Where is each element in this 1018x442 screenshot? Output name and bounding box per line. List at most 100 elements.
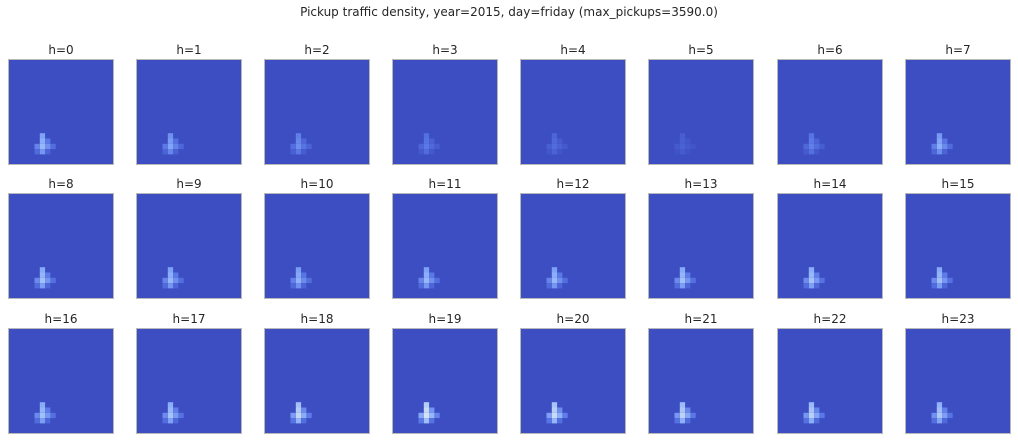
- panel-title: h=23: [941, 312, 975, 326]
- heatmap-cell: [39, 149, 46, 155]
- heatmap-cell: [290, 143, 296, 150]
- heatmap-cell: [931, 277, 937, 284]
- panel-frame: [264, 59, 370, 165]
- heatmap-cell: [557, 138, 563, 144]
- heatmap-cell: [551, 272, 558, 278]
- heatmap-cell: [45, 418, 51, 424]
- panel-title: h=11: [428, 177, 462, 191]
- heatmap-background: [136, 193, 242, 299]
- heatmap-cell: [679, 133, 686, 139]
- heatmap-cell: [546, 149, 552, 155]
- heatmap-cell: [814, 418, 820, 424]
- heatmap-cell: [942, 138, 948, 144]
- heatmap-background: [136, 59, 242, 165]
- heatmap-cell: [814, 277, 820, 284]
- heatmap-background: [520, 59, 626, 165]
- heatmap-cell: [301, 283, 307, 289]
- heatmap-cell: [819, 277, 825, 284]
- heatmap-cell: [674, 277, 680, 284]
- heatmap-cell: [39, 272, 46, 278]
- heatmap-cell: [819, 143, 825, 150]
- heatmap-cell: [803, 149, 809, 155]
- heatmap-cell: [674, 149, 680, 155]
- heatmap-cell: [936, 267, 943, 273]
- heatmap-cell: [690, 277, 696, 284]
- panel-title: h=1: [176, 43, 202, 57]
- heatmap-cell: [301, 418, 307, 424]
- heatmap-cell: [546, 283, 552, 289]
- heatmap-cell: [685, 283, 691, 289]
- heatmap-cell: [434, 277, 440, 284]
- heatmap-panel: h=10: [264, 177, 370, 299]
- heatmap-cell: [679, 402, 686, 408]
- heatmap-cell: [690, 412, 696, 419]
- heatmap-cell: [931, 418, 937, 424]
- heatmap-cell: [173, 407, 179, 413]
- heatmap-cell: [167, 412, 174, 419]
- heatmap-plot: [648, 59, 754, 165]
- heatmap-cell: [551, 407, 558, 413]
- heatmap-cell: [942, 407, 948, 413]
- heatmap-cell: [808, 138, 815, 144]
- heatmap-cell: [674, 418, 680, 424]
- heatmap-cell: [936, 277, 943, 284]
- heatmap-background: [264, 193, 370, 299]
- heatmap-plot: [777, 193, 883, 299]
- heatmap-cell: [290, 149, 296, 155]
- heatmap-cell: [942, 143, 948, 150]
- heatmap-plot: [8, 328, 114, 434]
- heatmap-panel: h=15: [905, 177, 1011, 299]
- panel-frame: [392, 328, 498, 434]
- panel-frame: [264, 193, 370, 299]
- heatmap-plot: [648, 328, 754, 434]
- heatmap-cell: [546, 412, 552, 419]
- heatmap-plot: [136, 328, 242, 434]
- heatmap-cell: [167, 283, 174, 289]
- heatmap-cell: [162, 418, 168, 424]
- heatmap-cell: [557, 412, 563, 419]
- heatmap-cell: [803, 277, 809, 284]
- heatmap-cell: [423, 267, 430, 273]
- heatmap-cell: [557, 277, 563, 284]
- heatmap-cell: [685, 138, 691, 144]
- heatmap-cell: [295, 143, 302, 150]
- heatmap-cell: [295, 149, 302, 155]
- heatmap-cell: [808, 277, 815, 284]
- heatmap-cell: [931, 412, 937, 419]
- heatmap-cell: [557, 283, 563, 289]
- heatmap-cell: [803, 143, 809, 150]
- heatmap-cell: [162, 149, 168, 155]
- heatmap-panel: h=2: [264, 43, 370, 165]
- heatmap-cell: [173, 272, 179, 278]
- panel-title: h=5: [688, 43, 714, 57]
- heatmap-cell: [557, 407, 563, 413]
- heatmap-cell: [931, 283, 937, 289]
- heatmap-cell: [39, 267, 46, 273]
- heatmap-cell: [562, 412, 568, 419]
- heatmap-cell: [808, 283, 815, 289]
- heatmap-cell: [562, 143, 568, 150]
- heatmap-cell: [295, 402, 302, 408]
- heatmap-plot: [520, 59, 626, 165]
- heatmap-cell: [551, 402, 558, 408]
- heatmap-panel: h=12: [520, 177, 626, 299]
- heatmap-cell: [295, 272, 302, 278]
- heatmap-cell: [808, 267, 815, 273]
- heatmap-cell: [423, 402, 430, 408]
- heatmap-cell: [290, 277, 296, 284]
- heatmap-cell: [936, 272, 943, 278]
- heatmap-cell: [295, 283, 302, 289]
- heatmap-cell: [685, 418, 691, 424]
- heatmap-cell: [803, 412, 809, 419]
- heatmap-cell: [418, 277, 424, 284]
- heatmap-cell: [429, 283, 435, 289]
- panel-title: h=6: [817, 43, 843, 57]
- heatmap-plot: [392, 193, 498, 299]
- heatmap-cell: [45, 149, 51, 155]
- heatmap-cell: [167, 272, 174, 278]
- heatmap-cell: [34, 149, 40, 155]
- panel-frame: [648, 328, 754, 434]
- heatmap-cell: [557, 418, 563, 424]
- heatmap-cell: [679, 407, 686, 413]
- heatmap-cell: [942, 277, 948, 284]
